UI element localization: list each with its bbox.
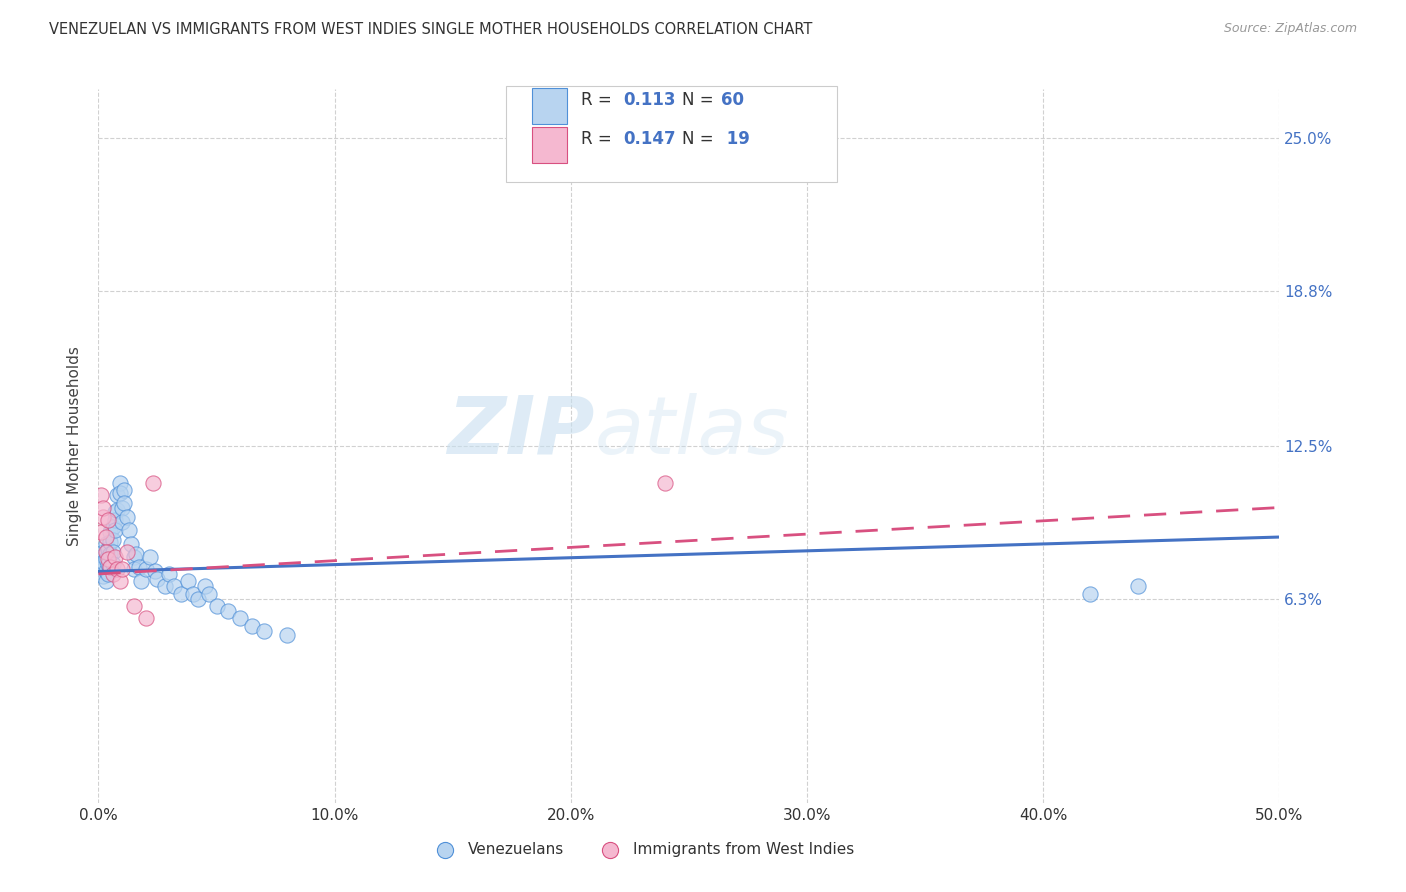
Text: 0.147: 0.147 (623, 130, 675, 148)
Point (94, 552, 117, 566)
Text: R =: R = (582, 91, 617, 110)
Legend: Venezuelans, Immigrants from West Indies: Venezuelans, Immigrants from West Indies (423, 836, 860, 863)
Point (139, 549, 162, 564)
Point (90, 525, 112, 540)
FancyBboxPatch shape (531, 88, 567, 124)
Point (253, 624, 276, 638)
Point (94, 545, 117, 559)
Point (104, 513, 127, 527)
Point (121, 537, 143, 551)
Point (94, 537, 117, 551)
Point (217, 604, 239, 618)
Point (198, 587, 221, 601)
Point (101, 545, 124, 559)
Y-axis label: Single Mother Households: Single Mother Households (67, 346, 83, 546)
Point (142, 475, 165, 490)
Point (229, 611, 252, 625)
Point (122, 549, 145, 564)
Point (122, 599, 145, 613)
Point (104, 505, 127, 519)
Point (101, 566, 124, 581)
FancyBboxPatch shape (531, 127, 567, 162)
Point (97, 542, 120, 557)
Point (98, 559, 121, 574)
Point (146, 572, 169, 586)
Point (111, 562, 134, 576)
Point (105, 488, 128, 502)
Point (104, 523, 127, 537)
Point (98, 525, 121, 540)
Point (181, 587, 204, 601)
Point (1126, 579, 1149, 593)
Point (90, 549, 112, 564)
Text: VENEZUELAN VS IMMIGRANTS FROM WEST INDIES SINGLE MOTHER HOUSEHOLDS CORRELATION C: VENEZUELAN VS IMMIGRANTS FROM WEST INDIE… (49, 22, 813, 37)
Point (240, 618, 263, 632)
Point (91, 510, 114, 524)
Point (135, 562, 157, 576)
Point (111, 516, 134, 530)
Point (90, 488, 112, 502)
Point (115, 510, 138, 524)
Point (91, 500, 114, 515)
Text: atlas: atlas (595, 392, 789, 471)
Point (98, 547, 121, 561)
Point (177, 574, 200, 589)
Point (104, 549, 127, 564)
Point (153, 579, 176, 593)
Point (187, 591, 209, 606)
Text: 19: 19 (721, 130, 749, 148)
Point (128, 559, 150, 574)
Point (157, 566, 180, 581)
Point (170, 587, 193, 601)
Point (101, 557, 124, 571)
Point (194, 579, 217, 593)
Point (654, 475, 676, 490)
Point (108, 475, 131, 490)
Point (91, 545, 114, 559)
Point (205, 599, 228, 613)
Point (111, 500, 134, 515)
Text: R =: R = (582, 130, 617, 148)
Point (94, 574, 117, 589)
Point (101, 533, 124, 547)
Text: 0.113: 0.113 (623, 91, 675, 110)
Point (122, 562, 145, 576)
Point (97, 557, 120, 571)
Text: N =: N = (682, 91, 718, 110)
Point (97, 513, 120, 527)
Point (91, 555, 114, 569)
Text: 60: 60 (721, 91, 744, 110)
Point (1080, 587, 1102, 601)
Point (125, 547, 148, 561)
Point (91, 569, 114, 583)
Point (94, 530, 117, 544)
FancyBboxPatch shape (506, 86, 837, 182)
Point (98, 559, 121, 574)
Text: ZIP: ZIP (447, 392, 595, 471)
Point (112, 483, 135, 498)
Point (115, 545, 138, 559)
Point (143, 565, 166, 579)
Point (163, 579, 186, 593)
Point (97, 566, 120, 581)
Text: N =: N = (682, 130, 718, 148)
Point (129, 574, 152, 589)
Point (105, 562, 128, 576)
Point (276, 628, 298, 642)
Point (98, 535, 121, 549)
Point (105, 503, 128, 517)
Point (118, 523, 141, 537)
Point (97, 552, 120, 566)
Point (112, 495, 135, 509)
Point (108, 574, 131, 589)
Point (101, 520, 124, 534)
Text: Source: ZipAtlas.com: Source: ZipAtlas.com (1223, 22, 1357, 36)
Point (108, 485, 131, 500)
Point (135, 611, 157, 625)
Point (90, 562, 112, 576)
Point (94, 565, 117, 579)
